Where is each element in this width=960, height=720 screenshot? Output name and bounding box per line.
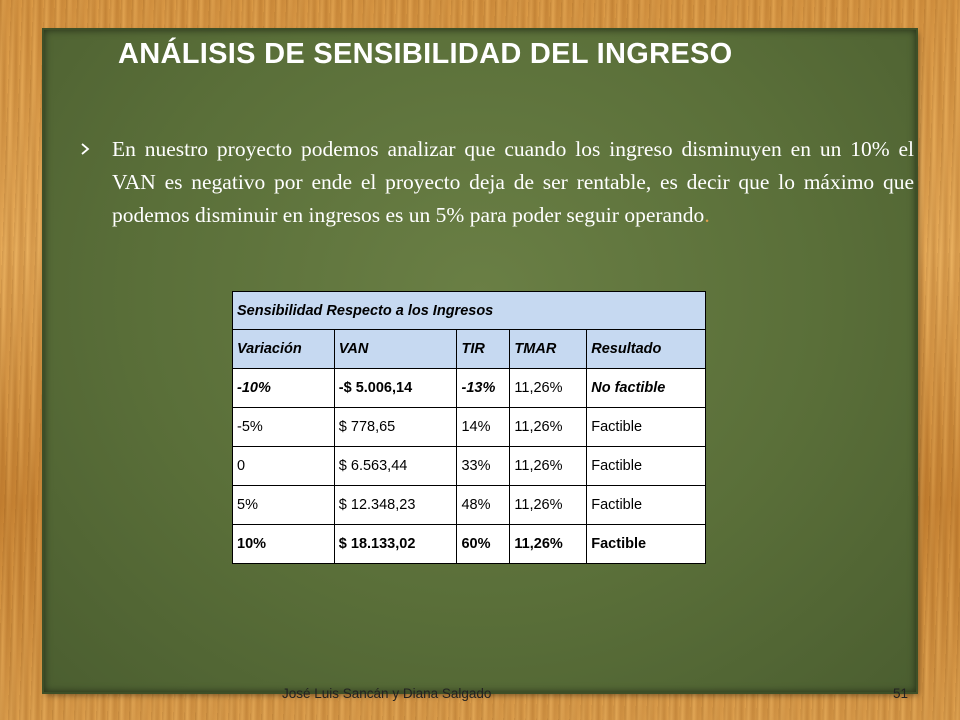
header-van: VAN	[333, 329, 458, 369]
cell-resultado: Factible	[586, 446, 706, 486]
bullet-period: .	[704, 203, 710, 227]
slide-title: ANÁLISIS DE SENSIBILIDAD DEL INGRESO	[118, 38, 733, 70]
table-row: 0 $ 6.563,44 33% 11,26% Factible	[232, 446, 706, 486]
header-tmar: TMAR	[509, 329, 588, 369]
cell-tir: 60%	[456, 524, 511, 564]
cell-tir: -13%	[456, 368, 511, 408]
cell-van: $ 6.563,44	[333, 446, 458, 486]
cell-tir: 33%	[456, 446, 511, 486]
arrow-bullet-icon	[80, 143, 92, 157]
table-row: 5% $ 12.348,23 48% 11,26% Factible	[232, 485, 706, 525]
cell-tmar: 11,26%	[509, 524, 588, 564]
footer-authors: José Luis Sancán y Diana Salgado	[282, 686, 492, 701]
table-row: -5% $ 778,65 14% 11,26% Factible	[232, 407, 706, 447]
table-caption-row: Sensibilidad Respecto a los Ingresos	[232, 291, 706, 330]
header-tir: TIR	[456, 329, 511, 369]
cell-van: -$ 5.006,14	[333, 368, 458, 408]
bullet-text: En nuestro proyecto podemos analizar que…	[112, 133, 914, 232]
bullet-text-body: En nuestro proyecto podemos analizar que…	[112, 137, 914, 227]
page-number: 51	[893, 686, 909, 701]
cell-variacion: -10%	[232, 368, 335, 408]
table-row: 10% $ 18.133,02 60% 11,26% Factible	[232, 524, 706, 564]
table-row: -10% -$ 5.006,14 -13% 11,26% No factible	[232, 368, 706, 408]
header-variacion: Variación	[232, 329, 335, 369]
cell-resultado: Factible	[586, 524, 706, 564]
cell-tir: 14%	[456, 407, 511, 447]
cell-variacion: 5%	[232, 485, 335, 525]
table-header-row: Variación VAN TIR TMAR Resultado	[232, 329, 706, 369]
cell-tmar: 11,26%	[509, 368, 588, 408]
cell-tmar: 11,26%	[509, 485, 588, 525]
cell-variacion: -5%	[232, 407, 335, 447]
cell-van: $ 18.133,02	[333, 524, 458, 564]
cell-resultado: No factible	[586, 368, 706, 408]
cell-tmar: 11,26%	[509, 446, 588, 486]
cell-van: $ 778,65	[333, 407, 458, 447]
cell-tmar: 11,26%	[509, 407, 588, 447]
cell-resultado: Factible	[586, 485, 706, 525]
cell-variacion: 0	[232, 446, 335, 486]
cell-van: $ 12.348,23	[333, 485, 458, 525]
cell-resultado: Factible	[586, 407, 706, 447]
cell-tir: 48%	[456, 485, 511, 525]
cell-variacion: 10%	[232, 524, 335, 564]
header-resultado: Resultado	[586, 329, 706, 369]
table-caption: Sensibilidad Respecto a los Ingresos	[232, 291, 706, 330]
sensitivity-table: Sensibilidad Respecto a los Ingresos Var…	[232, 291, 706, 564]
